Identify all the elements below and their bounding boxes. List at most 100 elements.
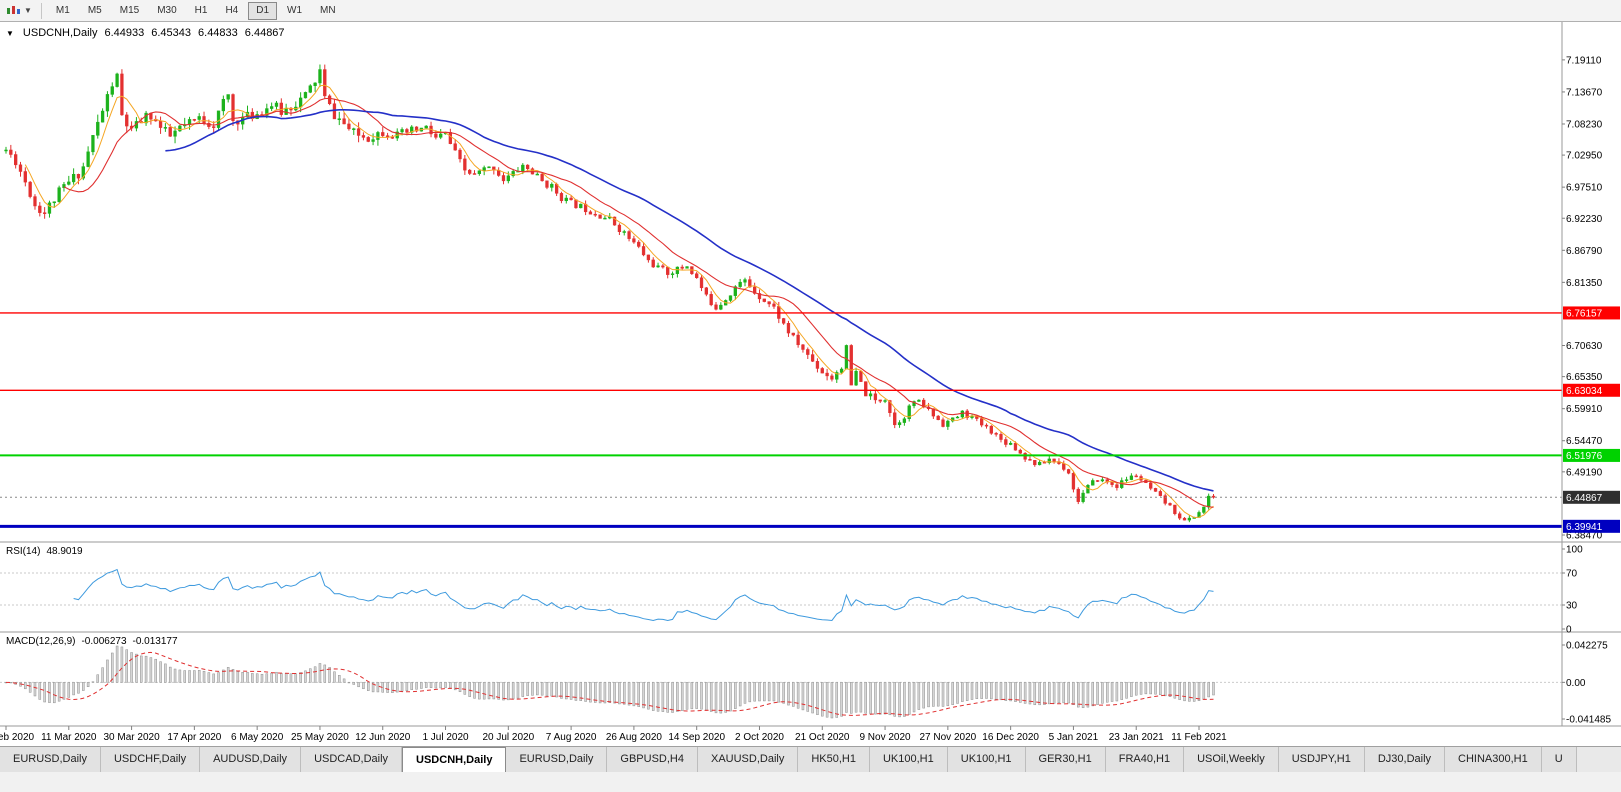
svg-text:100: 100 [1566, 545, 1583, 556]
svg-text:6.65350: 6.65350 [1566, 372, 1603, 383]
svg-text:70: 70 [1566, 569, 1578, 580]
svg-text:21 Feb 2020: 21 Feb 2020 [0, 732, 35, 743]
toolbar-separator [40, 2, 42, 19]
svg-text:6.59910: 6.59910 [1566, 404, 1603, 415]
svg-text:6.70630: 6.70630 [1566, 341, 1603, 352]
price-badge: 6.76157 [1563, 306, 1620, 320]
chart-tab[interactable]: UK100,H1 [947, 747, 1026, 772]
svg-text:7.02950: 7.02950 [1566, 151, 1603, 162]
chart-tab[interactable]: GBPUSD,H4 [607, 747, 698, 772]
chart-tab[interactable]: FRA40,H1 [1105, 747, 1185, 772]
svg-text:14 Sep 2020: 14 Sep 2020 [668, 732, 725, 743]
macd-layer [0, 645, 1562, 719]
svg-text:25 May 2020: 25 May 2020 [291, 732, 349, 743]
svg-text:7.19110: 7.19110 [1566, 55, 1602, 66]
svg-text:26 Aug 2020: 26 Aug 2020 [606, 732, 663, 743]
macd-axis-labels: 0.042275 0.00 -0.041485 [1562, 641, 1611, 726]
svg-text:7 Aug 2020: 7 Aug 2020 [546, 732, 597, 743]
svg-text:6.51976: 6.51976 [1566, 451, 1603, 462]
price-badge: 6.39941 [1563, 519, 1620, 533]
timeframe-button-d1[interactable]: D1 [248, 1, 278, 20]
svg-text:6.86790: 6.86790 [1566, 246, 1603, 257]
svg-text:1 Jul 2020: 1 Jul 2020 [422, 732, 469, 743]
timeframe-button-h1[interactable]: H1 [194, 4, 208, 16]
svg-text:30: 30 [1566, 601, 1578, 612]
candles-layer [4, 64, 1216, 523]
svg-text:23 Jan 2021: 23 Jan 2021 [1109, 732, 1164, 743]
svg-text:16 Dec 2020: 16 Dec 2020 [982, 732, 1039, 743]
chart-tab-bar: EURUSD,Daily USDCHF,Daily AUDUSD,Daily USDC… [0, 746, 1621, 772]
chart-tab[interactable]: CHINA300,H1 [1445, 747, 1542, 772]
svg-text:7.13670: 7.13670 [1566, 87, 1603, 98]
chart-tab[interactable]: USDCAD,Daily [301, 747, 403, 772]
timeframe-button-m5[interactable]: M5 [87, 4, 102, 16]
svg-text:9 Nov 2020: 9 Nov 2020 [859, 732, 911, 743]
timeframe-buttons: M1 M5 M15 M30 H1 H4 D1 W1 MN [47, 1, 345, 20]
svg-text:6.63034: 6.63034 [1566, 386, 1603, 397]
chart-tab[interactable]: EURUSD,Daily [0, 747, 101, 772]
svg-text:0.00: 0.00 [1566, 678, 1586, 689]
svg-text:21 Oct 2020: 21 Oct 2020 [795, 732, 850, 743]
svg-text:17 Apr 2020: 17 Apr 2020 [167, 732, 221, 743]
chart-tab[interactable]: XAUUSD,Daily [697, 747, 799, 772]
svg-text:-0.041485: -0.041485 [1566, 715, 1611, 726]
chart-tab[interactable]: HK50,H1 [798, 747, 870, 772]
svg-text:20 Jul 2020: 20 Jul 2020 [482, 732, 534, 743]
svg-text:6.81350: 6.81350 [1566, 278, 1603, 289]
rsi-axis-labels: 100 70 30 0 [1562, 545, 1583, 636]
chart-canvas[interactable]: 7.19110 7.13670 7.08230 7.02950 6.97510 6.922… [0, 22, 1621, 746]
svg-text:7.08230: 7.08230 [1566, 119, 1603, 130]
timeframe-button-h4[interactable]: H4 [225, 4, 239, 16]
svg-text:5 Jan 2021: 5 Jan 2021 [1049, 732, 1099, 743]
macd-signal-line [5, 651, 1214, 716]
svg-text:6.39941: 6.39941 [1566, 522, 1603, 533]
chart-tab[interactable]: USOil,Weekly [1184, 747, 1279, 772]
horizontal-lines-layer [0, 312, 1562, 528]
rsi-layer [0, 568, 1562, 622]
timeframe-toolbar: ▼ M1 M5 M15 M30 H1 H4 D1 W1 MN [0, 0, 1621, 22]
timeframe-button-m1[interactable]: M1 [55, 4, 70, 16]
chart-tab[interactable]: USDCHF,Daily [100, 747, 201, 772]
price-badge: 6.63034 [1563, 383, 1620, 397]
svg-text:6.97510: 6.97510 [1566, 183, 1603, 194]
rsi-line [73, 568, 1214, 622]
svg-text:11 Feb 2021: 11 Feb 2021 [1171, 732, 1227, 743]
chart-tab[interactable]: EURUSD,Daily [506, 747, 608, 772]
price-badge: 6.51976 [1563, 448, 1620, 462]
svg-text:6.44867: 6.44867 [1566, 493, 1603, 504]
chart-symbol-icon[interactable] [4, 3, 23, 18]
chart-dropdown-caret-icon[interactable]: ▼ [24, 6, 32, 15]
chart-tab[interactable]: U [1541, 747, 1577, 772]
svg-text:6.49190: 6.49190 [1566, 467, 1603, 478]
ma-line-13 [63, 97, 1214, 508]
timeframe-button-m30[interactable]: M30 [157, 4, 177, 16]
svg-text:0: 0 [1566, 625, 1572, 636]
svg-text:11 Mar 2020: 11 Mar 2020 [41, 732, 97, 743]
chart-tab[interactable]: USDCNH,Daily [402, 747, 507, 772]
chart-tab[interactable]: USDJPY,H1 [1278, 747, 1365, 772]
svg-text:2 Oct 2020: 2 Oct 2020 [735, 732, 784, 743]
chart-tab[interactable]: GER30,H1 [1025, 747, 1106, 772]
svg-text:0.042275: 0.042275 [1566, 641, 1608, 652]
svg-text:27 Nov 2020: 27 Nov 2020 [919, 732, 976, 743]
svg-text:6.38470: 6.38470 [1566, 530, 1603, 541]
timeframe-button-m15[interactable]: M15 [119, 4, 140, 16]
timeframe-button-w1[interactable]: W1 [287, 4, 303, 16]
chart-tab[interactable]: DJ30,Daily [1364, 747, 1446, 772]
chart-background [0, 22, 1621, 746]
date-axis-labels: 21 Feb 2020 11 Mar 2020 30 Mar 2020 17 Apr … [0, 726, 1227, 743]
chart-tab[interactable]: AUDUSD,Daily [200, 747, 302, 772]
bottom-strip [0, 772, 1621, 792]
candlestick-chart-icon [7, 6, 20, 14]
price-axis-labels: 7.19110 7.13670 7.08230 7.02950 6.97510 6.922… [1562, 55, 1603, 541]
chart-area: 7.19110 7.13670 7.08230 7.02950 6.97510 6.922… [0, 22, 1621, 746]
price-badge: 6.44867 [1563, 490, 1620, 504]
svg-text:6.92230: 6.92230 [1566, 214, 1603, 225]
ma-line-5 [24, 84, 1214, 519]
svg-text:12 Jun 2020: 12 Jun 2020 [355, 732, 410, 743]
svg-text:6.54470: 6.54470 [1566, 436, 1603, 447]
timeframe-button-mn[interactable]: MN [320, 4, 336, 16]
svg-text:6.76157: 6.76157 [1566, 308, 1603, 319]
chart-tab[interactable]: UK100,H1 [869, 747, 948, 772]
